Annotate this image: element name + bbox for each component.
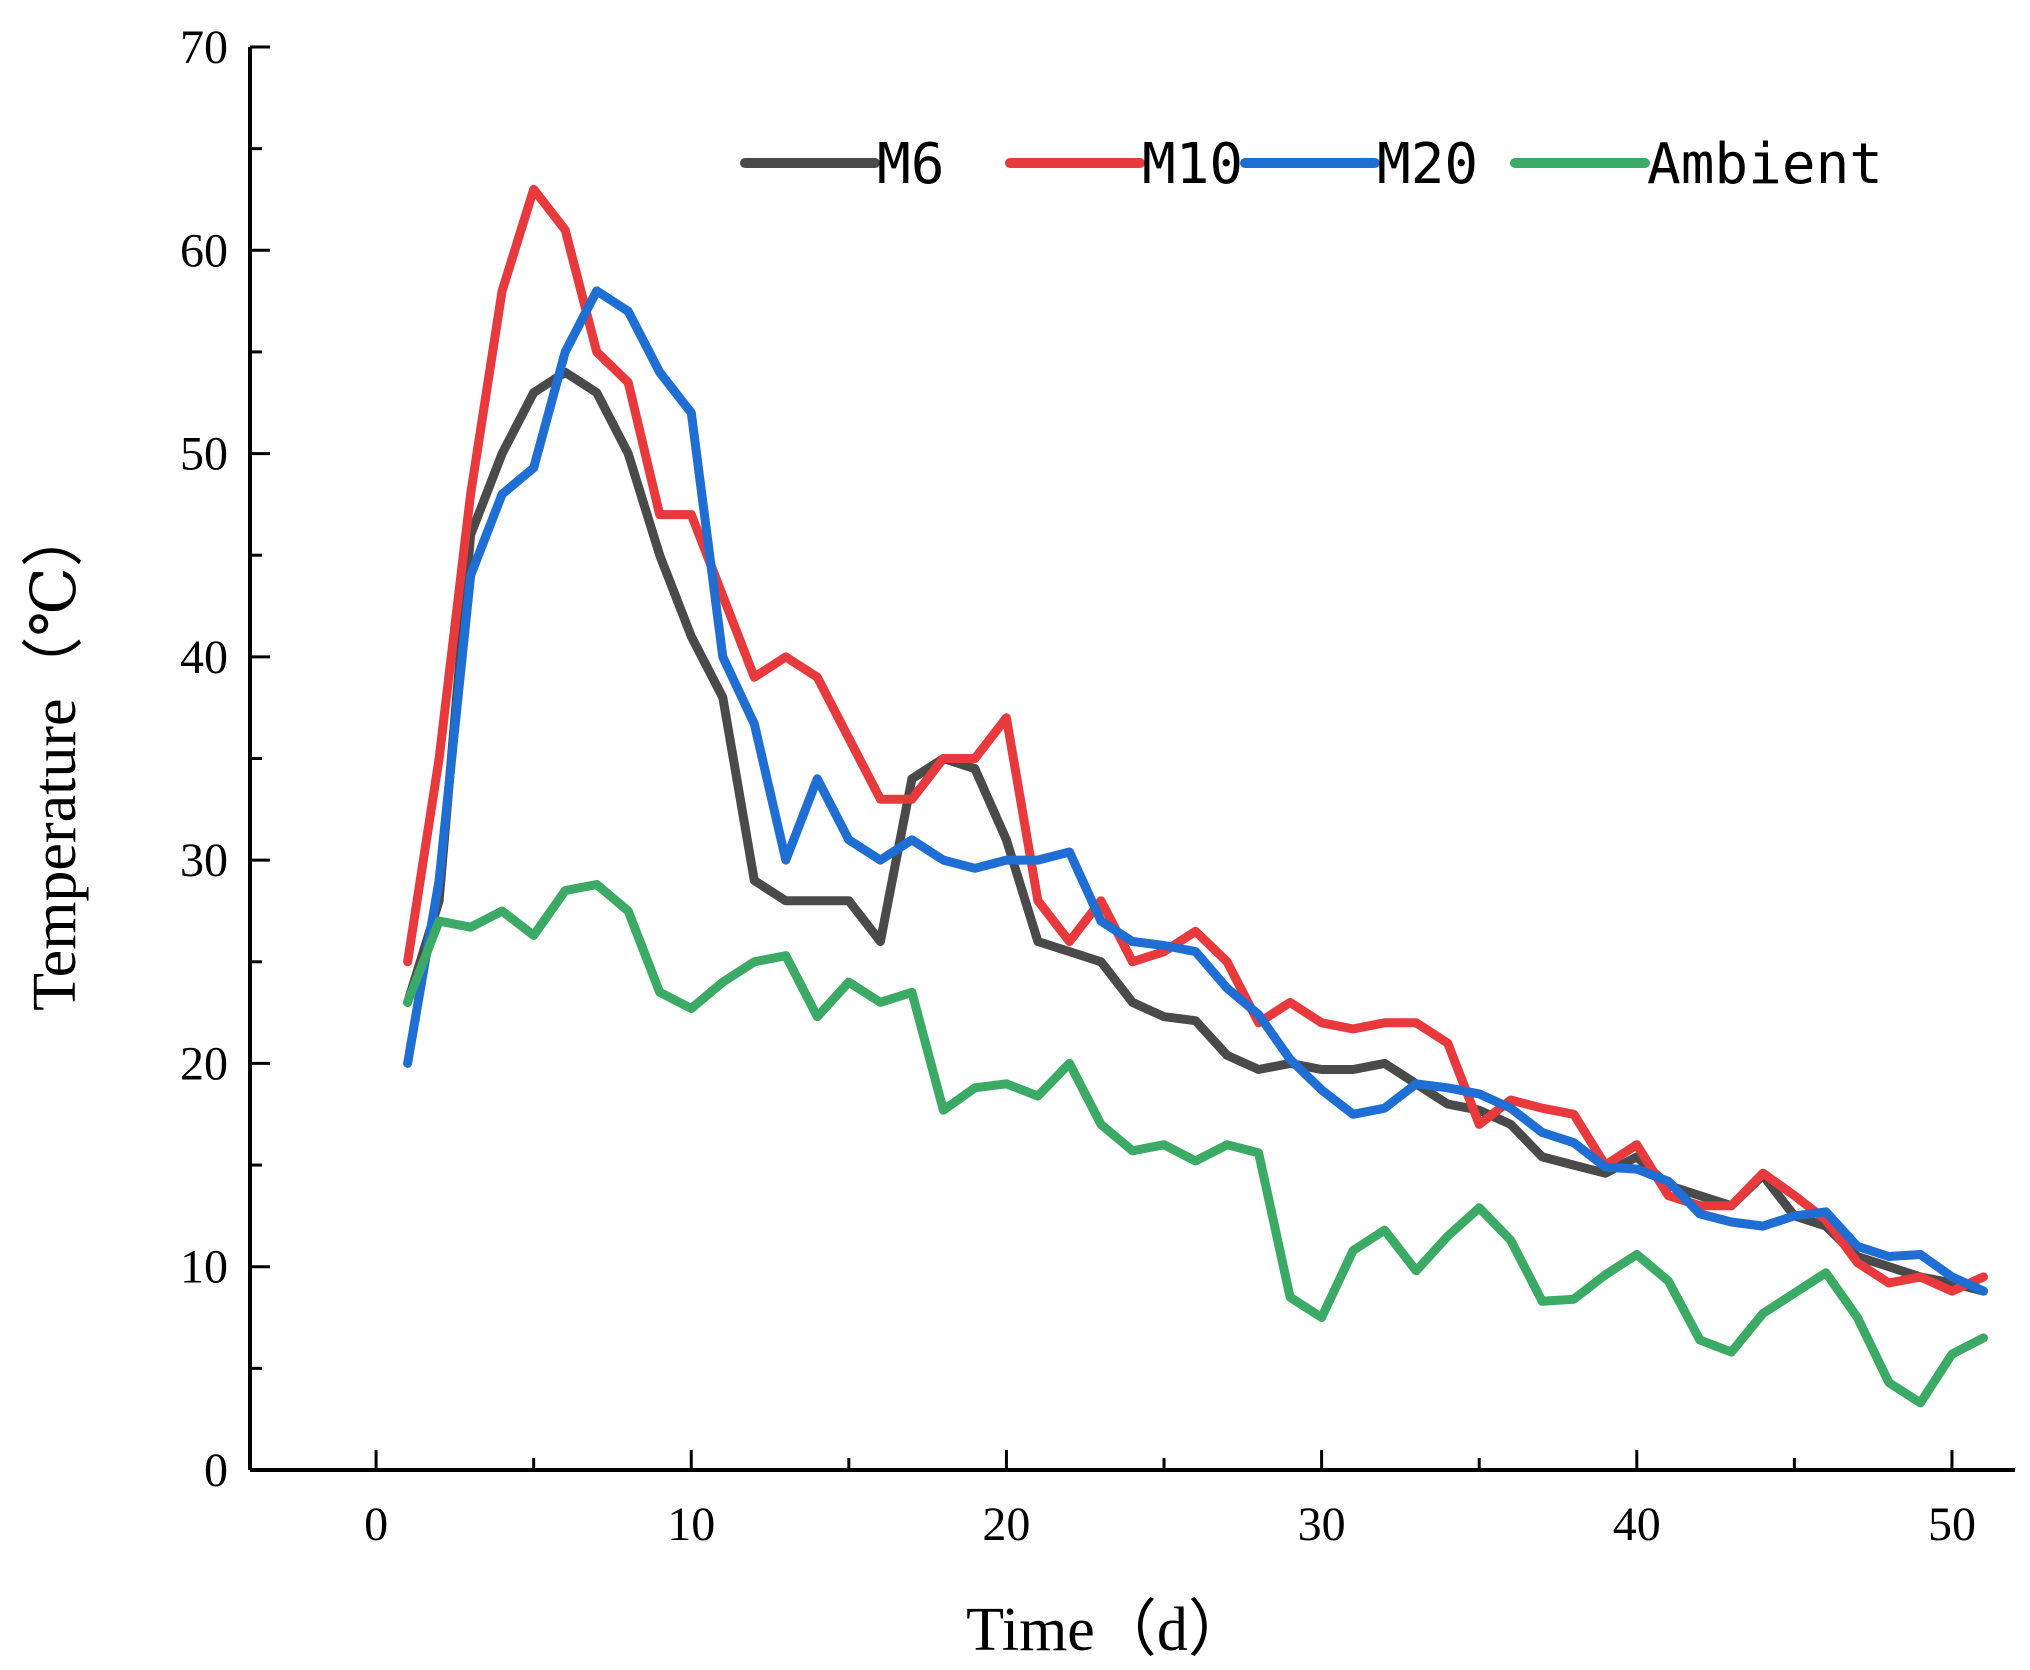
y-tick-label: 60 xyxy=(180,224,228,277)
y-tick-label: 10 xyxy=(180,1241,228,1294)
x-tick-label: 50 xyxy=(1928,1498,1976,1551)
x-tick-label: 20 xyxy=(982,1498,1030,1551)
series-line-m10 xyxy=(408,189,1984,1291)
x-tick-label: 0 xyxy=(364,1498,388,1551)
y-tick-label: 70 xyxy=(180,21,228,74)
y-tick-label: 40 xyxy=(180,631,228,684)
series-line-ambient xyxy=(408,885,1984,1403)
legend-label-ambient: Ambient xyxy=(1647,132,1883,197)
x-ticks: 0 10 20 30 40 50 xyxy=(364,1450,1976,1551)
x-tick-label: 30 xyxy=(1298,1498,1346,1551)
series-lines xyxy=(408,189,1984,1403)
y-tick-label: 30 xyxy=(180,834,228,887)
legend-label-m20: M20 xyxy=(1377,132,1478,197)
legend: M6 M10 M20 Ambient xyxy=(745,132,1883,197)
x-tick-label: 40 xyxy=(1613,1498,1661,1551)
line-chart: 0 10 20 30 40 50 0 10 20 30 40 50 60 70 Time（d） Temp… xyxy=(0,0,2030,1670)
series-line-m6 xyxy=(408,372,1984,1291)
legend-label-m10: M10 xyxy=(1142,132,1243,197)
x-axis-title: Time（d） xyxy=(966,1596,1250,1664)
y-axis-title: Temperature（℃） xyxy=(21,505,89,1011)
x-tick-label: 10 xyxy=(667,1498,715,1551)
y-tick-label: 0 xyxy=(204,1444,228,1497)
legend-label-m6: M6 xyxy=(877,132,944,197)
y-tick-label: 20 xyxy=(180,1037,228,1090)
y-ticks: 0 10 20 30 40 50 60 70 xyxy=(180,21,270,1497)
y-tick-label: 50 xyxy=(180,428,228,481)
